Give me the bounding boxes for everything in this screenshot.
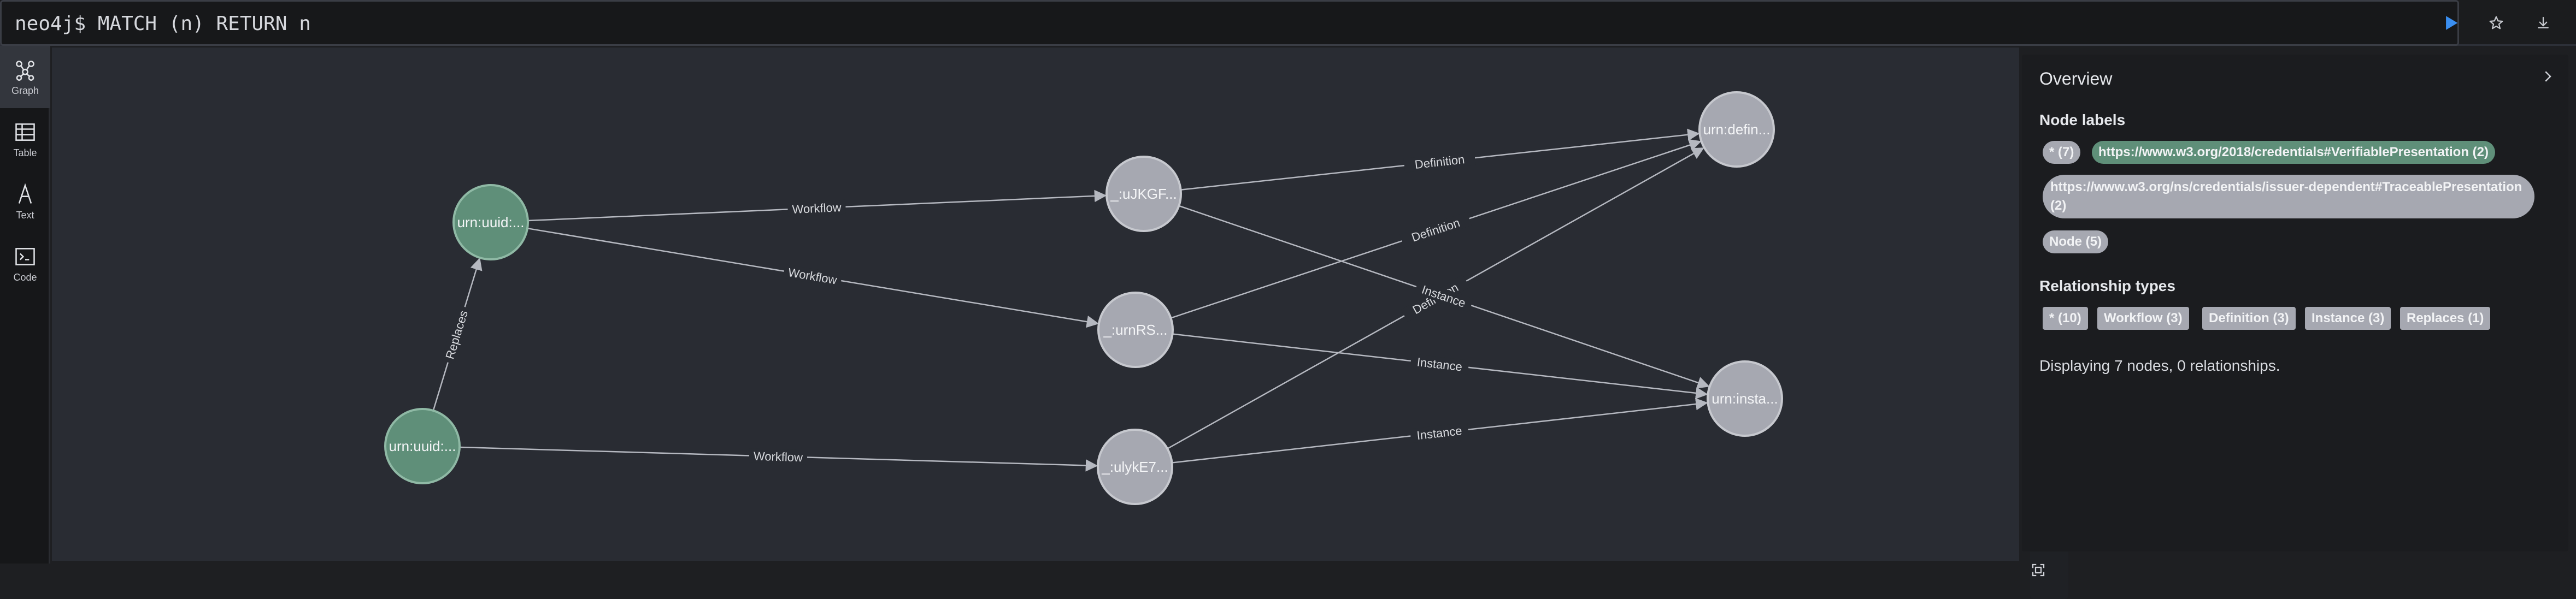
edge-label-background: [1414, 280, 1474, 312]
rail-label-code: Code: [13, 271, 37, 283]
rel-type-chip-workflow[interactable]: Workflow (3): [2097, 307, 2189, 330]
relationship-edge[interactable]: Instance: [1172, 333, 1708, 400]
node-label-chip-node[interactable]: Node (5): [2043, 230, 2108, 253]
node-caption: urn:uuid:...: [389, 438, 456, 454]
node-label-chip-all[interactable]: * (7): [2043, 141, 2081, 164]
edge-label: Workflow: [754, 449, 803, 465]
query-editor[interactable]: neo4j$ MATCH (n) RETURN n: [0, 0, 2459, 46]
relationship-edge[interactable]: Workflow: [527, 227, 1099, 328]
node-circle[interactable]: [1097, 429, 1173, 505]
rail-item-code[interactable]: Code: [0, 233, 50, 295]
query-bar: neo4j$ MATCH (n) RETURN n: [0, 0, 2576, 46]
relationship-edge[interactable]: Instance: [1172, 398, 1708, 464]
graph-node[interactable]: urn:insta...: [1707, 360, 1783, 437]
edge-label: Definition: [1414, 152, 1466, 171]
edge-label-background: [783, 264, 843, 288]
graph-icon: [16, 60, 34, 81]
graph-node[interactable]: _:ulykE7...: [1097, 429, 1173, 505]
edge-label: Instance: [1416, 424, 1462, 442]
rel-type-chip-definition[interactable]: Definition (3): [2202, 307, 2296, 330]
collapse-panel-button[interactable]: [2536, 64, 2560, 88]
edge-label-background: [1410, 354, 1469, 375]
rail-label-table: Table: [13, 147, 37, 158]
rail-item-text[interactable]: Text: [0, 170, 50, 233]
edge-label: Instance: [1416, 355, 1463, 373]
relationship-edge[interactable]: Definition: [1180, 128, 1700, 191]
graph-node[interactable]: urn:defin...: [1698, 91, 1775, 168]
rail-item-graph[interactable]: Graph: [0, 46, 50, 108]
rel-type-chip-instance[interactable]: Instance (3): [2305, 307, 2391, 330]
relationship-types-title: Relationship types: [2039, 277, 2175, 294]
node-circle[interactable]: [1097, 292, 1174, 368]
overview-panel: Overview Node labels * (7) https://www.w…: [2022, 55, 2568, 551]
fit-button[interactable]: [2030, 562, 2068, 596]
status-text: Displaying 7 nodes, 0 relationships.: [2039, 357, 2280, 374]
favorite-button[interactable]: [2485, 12, 2507, 34]
graph-canvas[interactable]: Replaces Workflow Workflow Workflow Definiti…: [52, 48, 2068, 599]
rail-label-text: Text: [16, 209, 34, 221]
rel-type-chip-replaces[interactable]: Replaces (1): [2400, 307, 2491, 330]
node-circle[interactable]: [1707, 360, 1783, 437]
graph-node[interactable]: urn:uuid:...: [384, 408, 461, 484]
edge-label-background: [1399, 211, 1472, 248]
edge-label: Workflow: [792, 200, 842, 216]
node-label-chip-traceable-presentation[interactable]: https://www.w3.org/ns/credentials/issuer…: [2043, 175, 2534, 218]
run-icon: [2446, 16, 2458, 30]
graph-visualization[interactable]: Replaces Workflow Workflow Workflow Definiti…: [52, 48, 2019, 561]
rel-type-chip-all[interactable]: * (10): [2043, 307, 2088, 330]
chevron-right-icon: [2545, 71, 2551, 82]
node-label-chip-verifiable-presentation[interactable]: https://www.w3.org/2018/credentials#Veri…: [2092, 141, 2495, 164]
node-caption: urn:defin...: [1703, 121, 1771, 138]
node-circle[interactable]: [1698, 91, 1775, 168]
edge-label-background: [1403, 151, 1476, 173]
relationship-edge[interactable]: Replaces: [432, 257, 483, 411]
edge-label-background: [787, 199, 846, 217]
node-labels-title: Node labels: [2039, 111, 2126, 128]
graph-node[interactable]: _:uJKGF...: [1105, 156, 1182, 232]
node-caption: _:urnRS...: [1103, 322, 1167, 338]
code-icon: [15, 247, 35, 265]
rail-item-table[interactable]: Table: [0, 108, 50, 170]
panel-title: Overview: [2039, 69, 2113, 88]
node-caption: _:uJKGF...: [1110, 186, 1177, 202]
download-button[interactable]: [2532, 12, 2554, 34]
node-caption: urn:insta...: [1712, 390, 1778, 407]
graph-node[interactable]: _:urnRS...: [1097, 292, 1174, 368]
edge-label-background: [749, 448, 808, 465]
rail-label-graph: Graph: [11, 85, 39, 96]
edge-label: Replaces: [443, 309, 470, 361]
edge-label-background: [1409, 422, 1469, 443]
node-circle[interactable]: [1105, 156, 1182, 232]
star-icon: [2489, 16, 2503, 29]
table-icon: [15, 123, 35, 141]
run-button[interactable]: [2440, 12, 2462, 34]
fit-icon: [2032, 564, 2045, 577]
node-caption: urn:uuid:...: [457, 214, 525, 230]
node-circle[interactable]: [384, 408, 461, 484]
text-icon: [18, 182, 32, 204]
edge-label: Definition: [1410, 216, 1462, 245]
download-icon: [2538, 16, 2549, 28]
node-caption: _:ulykE7...: [1101, 459, 1168, 475]
edge-label: Workflow: [787, 265, 838, 287]
query-text[interactable]: neo4j$ MATCH (n) RETURN n: [15, 13, 311, 35]
node-circle[interactable]: [452, 184, 529, 260]
graph-node[interactable]: urn:uuid:...: [452, 184, 529, 260]
relationship-edge[interactable]: Workflow: [459, 446, 1098, 472]
edge-label-background: [441, 305, 472, 365]
view-rail: Graph Table Text Code: [0, 46, 50, 564]
relationship-edge[interactable]: Workflow: [527, 189, 1107, 222]
